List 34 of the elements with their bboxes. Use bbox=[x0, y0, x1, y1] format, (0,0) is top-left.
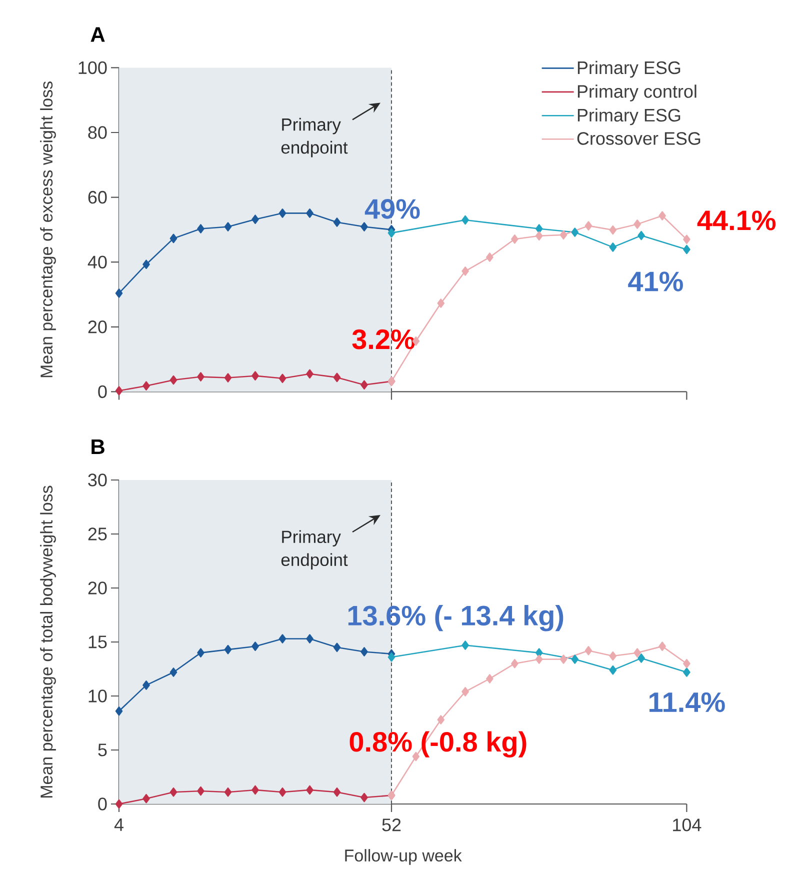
y-tick-label: 0 bbox=[98, 385, 107, 398]
annotation: 41% bbox=[628, 272, 683, 292]
chart-title: A bbox=[90, 27, 105, 42]
y-tick-label: 20 bbox=[88, 582, 107, 594]
annotation: 11.4% bbox=[650, 692, 725, 712]
legend-label: Primary control bbox=[578, 84, 696, 102]
annotation: 49% bbox=[364, 199, 420, 219]
annotation: 13.6% (- 13.4 kg) bbox=[348, 605, 564, 632]
y-tick-label: 10 bbox=[88, 690, 107, 702]
y-tick-label: 30 bbox=[88, 474, 107, 486]
y-tick-label: 0 bbox=[98, 798, 107, 810]
y-axis-title: Mean percentage of total bodyweight loss bbox=[40, 486, 56, 798]
y-tick-label: 80 bbox=[88, 126, 107, 139]
y-tick-label: 5 bbox=[98, 744, 107, 756]
y-axis-title: Mean percentage of excess weight loss bbox=[40, 82, 56, 378]
annotation: 0.8% (-0.8 kg) bbox=[350, 731, 526, 758]
y-tick-label: 25 bbox=[88, 528, 107, 540]
legend-label: Crossover ESG bbox=[577, 132, 700, 145]
x-axis-title: Follow-up week bbox=[345, 849, 462, 865]
x-tick-label: 4 bbox=[114, 818, 124, 831]
y-tick-label: 15 bbox=[88, 636, 107, 648]
y-tick-label: 20 bbox=[88, 320, 107, 334]
x-tick-label: 52 bbox=[382, 818, 401, 832]
y-tick-label: 100 bbox=[78, 61, 107, 74]
y-tick-label: 40 bbox=[88, 256, 107, 268]
text: 44.1% bbox=[697, 210, 776, 230]
chart-title: B bbox=[92, 440, 104, 454]
annotation: 3.2% bbox=[352, 329, 415, 350]
annotation: Primary endpoint bbox=[281, 530, 348, 570]
legend-label: Primary ESG bbox=[578, 108, 680, 126]
legend-label: Primary ESG bbox=[578, 60, 680, 78]
x-tick-label: 104 bbox=[673, 818, 702, 832]
annotation: Primary endpoint bbox=[281, 118, 348, 158]
y-tick-label: 60 bbox=[88, 190, 107, 204]
